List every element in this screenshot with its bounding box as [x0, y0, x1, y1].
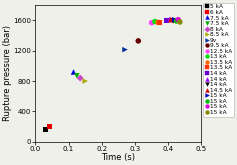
Point — [173, 18, 177, 21]
Point — [158, 21, 162, 24]
Point — [43, 129, 47, 131]
Point — [75, 74, 79, 77]
Point — [136, 40, 140, 42]
Point — [150, 21, 154, 24]
Point — [72, 71, 75, 73]
Y-axis label: Rupture pressure (bar): Rupture pressure (bar) — [3, 26, 12, 121]
Point — [176, 18, 180, 21]
Point — [83, 80, 87, 82]
Point — [78, 77, 82, 79]
Point — [123, 48, 127, 51]
X-axis label: Time (s): Time (s) — [101, 153, 135, 162]
Point — [175, 19, 178, 22]
Point — [171, 19, 175, 22]
Point — [153, 20, 157, 23]
Point — [165, 19, 169, 22]
Point — [168, 18, 172, 21]
Point — [156, 21, 160, 24]
Point — [169, 18, 173, 21]
Point — [178, 21, 182, 23]
Point — [47, 125, 51, 128]
Legend: 5 kA, 6 kA, 7.5 kA, 7.5 kA, 8 kA, 8.5 kA, 9v, 9.5 kA, 12.5 kA, 13 kA, 13.5 kA, 1: 5 kA, 6 kA, 7.5 kA, 7.5 kA, 8 kA, 8.5 kA… — [203, 3, 234, 117]
